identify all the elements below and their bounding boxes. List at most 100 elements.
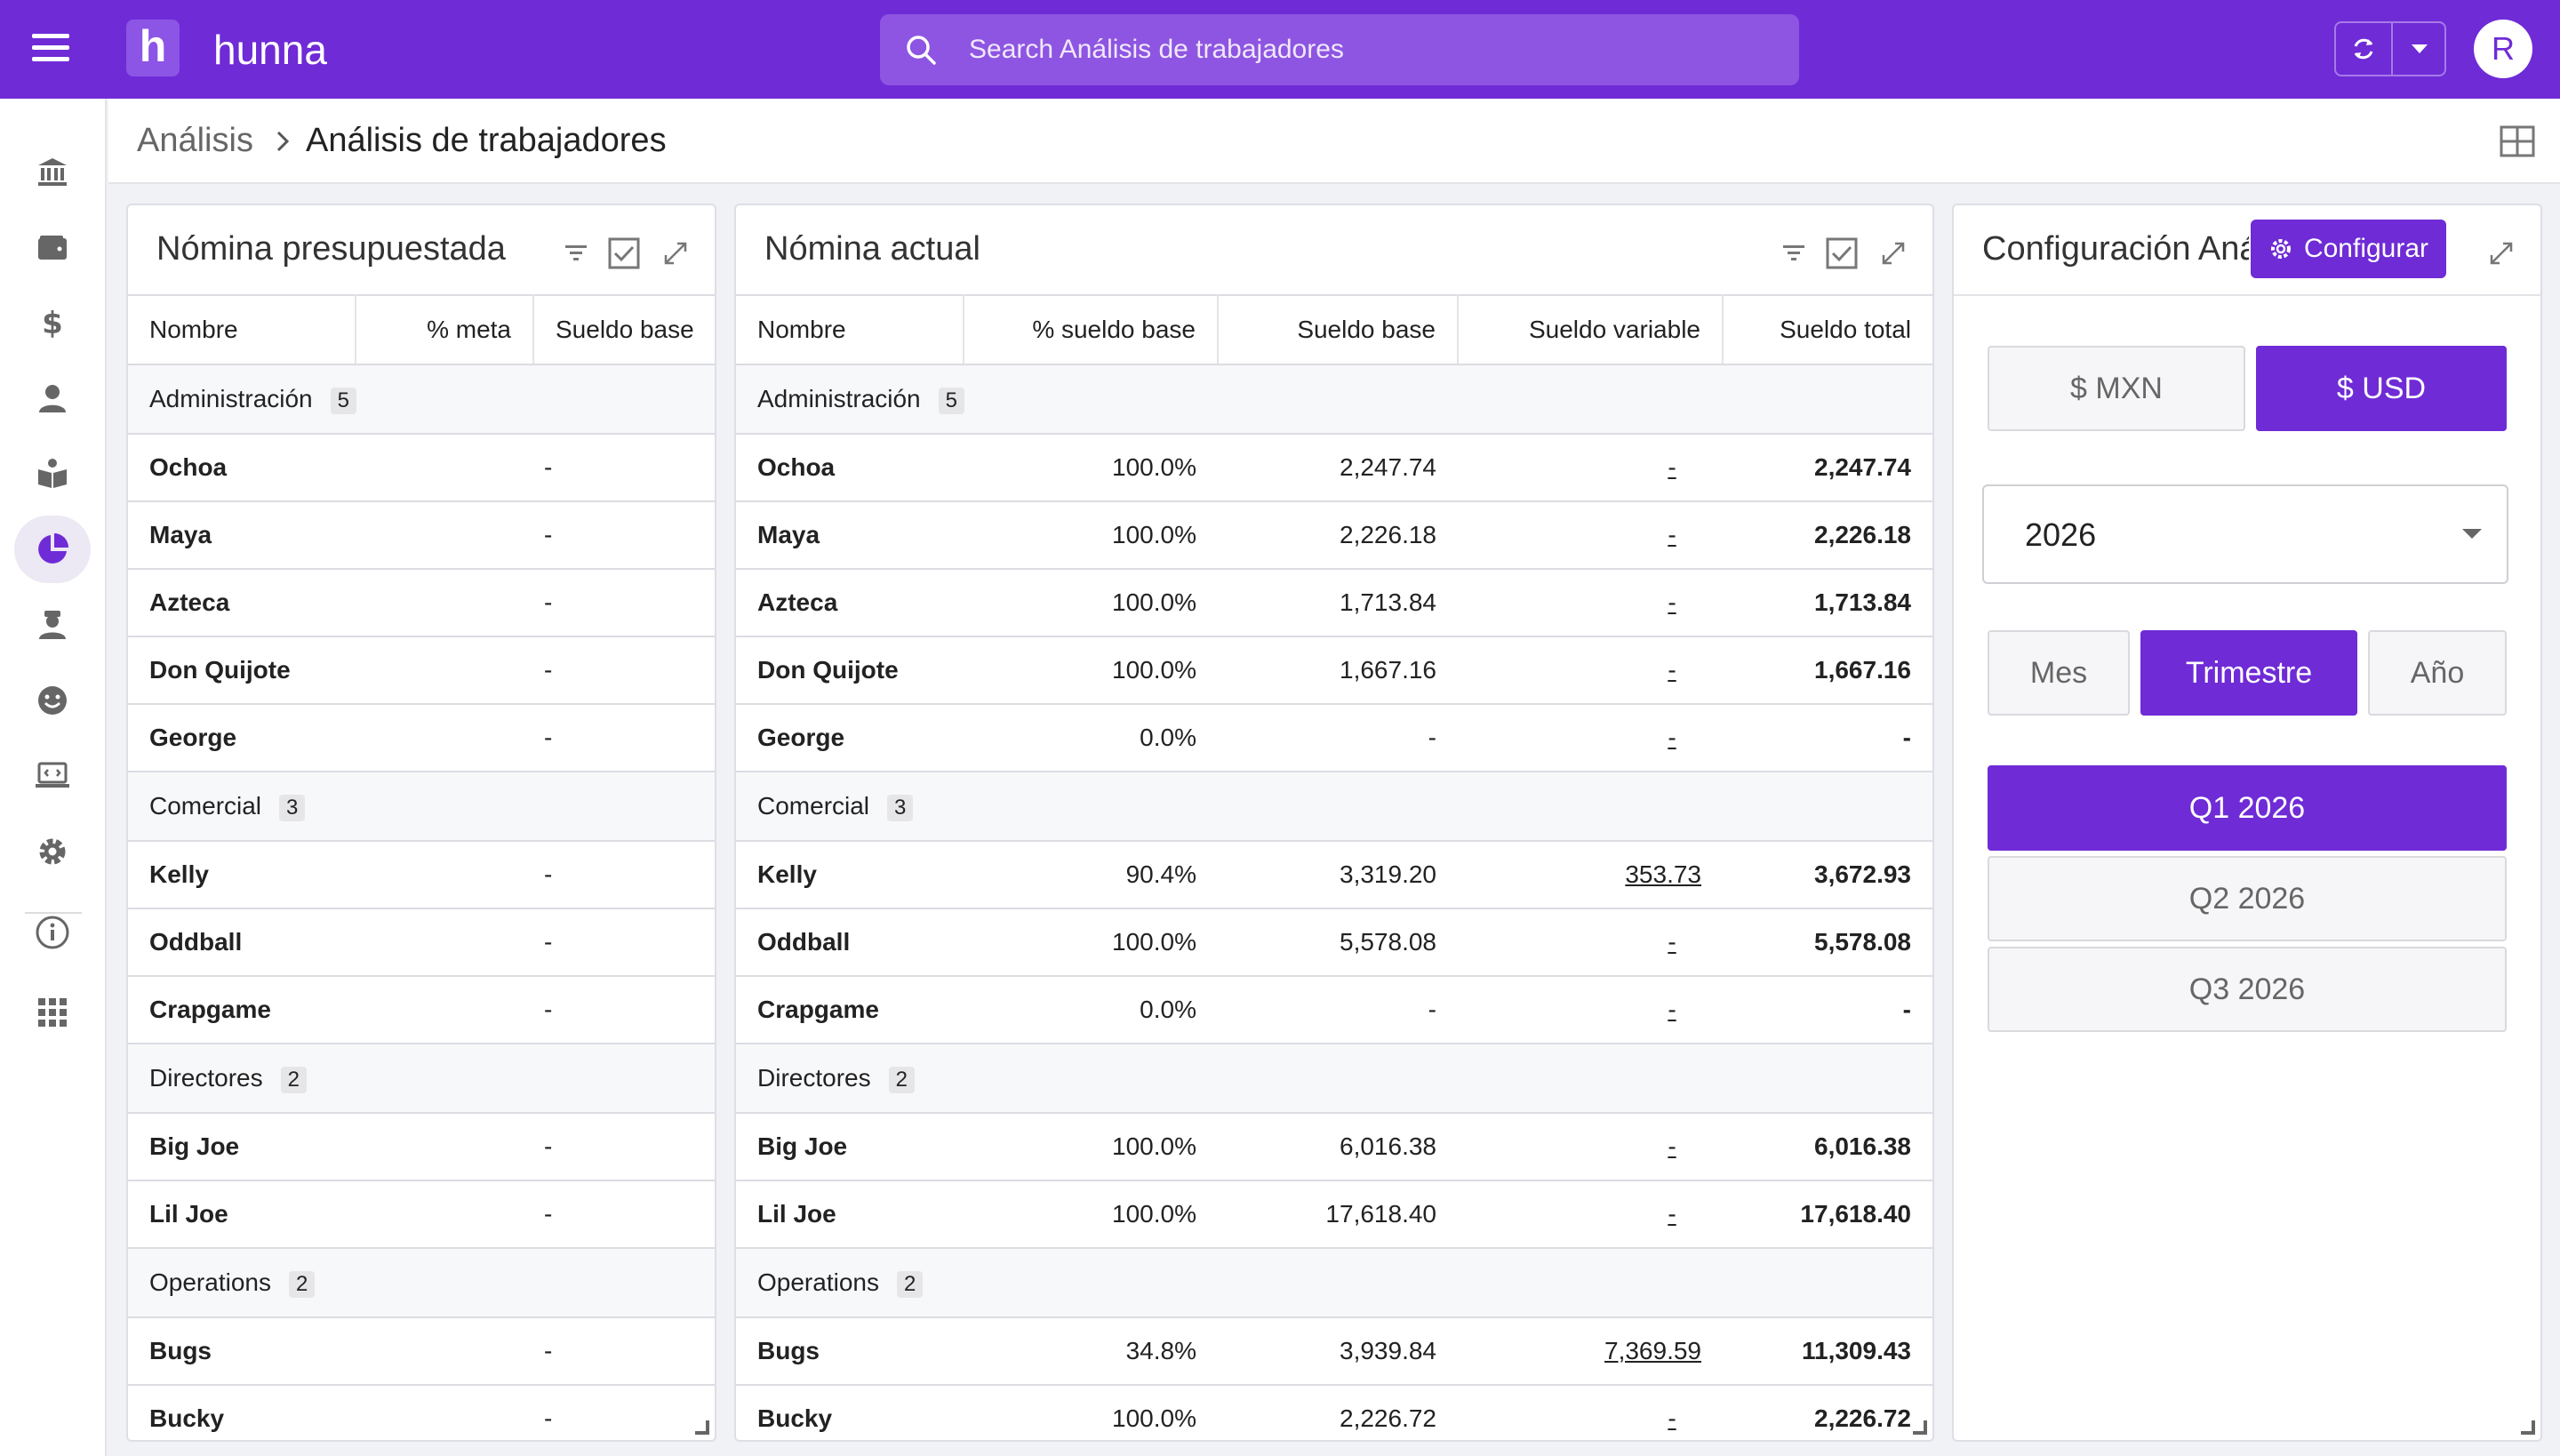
table-row[interactable]: George 0.0% - - - xyxy=(736,704,1932,772)
brand-logo[interactable]: h xyxy=(126,20,180,76)
configure-button[interactable]: Configurar xyxy=(2251,220,2446,278)
sidebar-item-analytics[interactable] xyxy=(14,516,91,583)
table-row[interactable]: Crapgame - xyxy=(128,976,715,1044)
expand-button[interactable] xyxy=(2484,236,2519,271)
group-row[interactable]: Directores 2 xyxy=(128,1044,715,1114)
group-cell: Administración 5 xyxy=(736,364,1932,435)
variable-salary-link[interactable]: - xyxy=(1668,928,1676,956)
resize-handle[interactable] xyxy=(695,1420,709,1435)
quarter-q1-button[interactable]: Q1 2026 xyxy=(1988,765,2507,851)
period-month-button[interactable]: Mes xyxy=(1988,630,2130,716)
column-header-total-salary[interactable]: Sueldo total xyxy=(1723,294,1932,365)
column-header-base-pct[interactable]: % sueldo base xyxy=(964,294,1219,365)
year-select[interactable]: 2026 xyxy=(1982,484,2508,584)
column-header-goal[interactable]: % meta xyxy=(356,294,534,365)
variable-salary-link[interactable]: - xyxy=(1668,1404,1676,1432)
table-row[interactable]: Big Joe - xyxy=(128,1113,715,1181)
expand-button[interactable] xyxy=(658,236,693,271)
layout-grid-icon[interactable] xyxy=(2500,125,2535,157)
brand-name[interactable]: hunna xyxy=(213,27,327,73)
quarter-q3-button[interactable]: Q3 2026 xyxy=(1988,947,2507,1032)
column-header-base-salary[interactable]: Sueldo base xyxy=(1218,294,1459,365)
table-row[interactable]: Ochoa 100.0% 2,247.74-2,247.74 xyxy=(736,434,1932,502)
table-row[interactable]: Don Quijote 100.0% 1,667.16-1,667.16 xyxy=(736,636,1932,705)
sidebar-item-wellbeing[interactable] xyxy=(14,667,91,734)
sidebar-item-bank[interactable] xyxy=(14,139,91,206)
column-header-variable-salary[interactable]: Sueldo variable xyxy=(1458,294,1724,365)
column-header-name[interactable]: Nombre xyxy=(128,294,356,365)
table-row[interactable]: Azteca - xyxy=(128,569,715,637)
sidebar-item-info[interactable] xyxy=(14,899,91,966)
group-row[interactable]: Directores 2 xyxy=(736,1044,1932,1114)
table-row[interactable]: Oddball - xyxy=(128,908,715,977)
table-row[interactable]: Ochoa - xyxy=(128,434,715,502)
group-count-badge: 2 xyxy=(288,1270,316,1298)
table-row[interactable]: Bucky - xyxy=(128,1385,715,1440)
table-row[interactable]: Bugs - xyxy=(128,1317,715,1386)
table-row[interactable]: Maya - xyxy=(128,501,715,570)
table-row[interactable]: George - xyxy=(128,704,715,772)
sidebar-item-learning[interactable] xyxy=(14,440,91,508)
table-row[interactable]: Bucky 100.0% 2,226.72-2,226.72 xyxy=(736,1385,1932,1440)
period-year-button[interactable]: Año xyxy=(2368,630,2507,716)
group-row[interactable]: Operations 2 xyxy=(736,1248,1932,1318)
breadcrumb-parent[interactable]: Análisis xyxy=(137,122,253,159)
table-row[interactable]: Big Joe 100.0% 6,016.38-6,016.38 xyxy=(736,1113,1932,1181)
variable-salary-link[interactable]: - xyxy=(1668,1132,1676,1160)
user-avatar[interactable]: R xyxy=(2474,20,2532,78)
variable-salary-link[interactable]: - xyxy=(1668,996,1676,1023)
sidebar-item-devices[interactable] xyxy=(14,742,91,810)
resize-handle[interactable] xyxy=(2521,1420,2535,1435)
group-row[interactable]: Administración 5 xyxy=(736,364,1932,435)
column-header-name[interactable]: Nombre xyxy=(736,294,964,365)
table-row[interactable]: Crapgame 0.0% - - - xyxy=(736,976,1932,1044)
group-row[interactable]: Comercial 3 xyxy=(128,772,715,842)
column-header-base-salary[interactable]: Sueldo base xyxy=(533,294,715,365)
group-row[interactable]: Comercial 3 xyxy=(736,772,1932,842)
table-row[interactable]: Kelly 90.4% 3,319.20 353.73 3,672.93 xyxy=(736,841,1932,909)
table-row[interactable]: Lil Joe - xyxy=(128,1180,715,1249)
variable-salary-link[interactable]: 7,369.59 xyxy=(1604,1337,1701,1364)
search-box[interactable] xyxy=(880,14,1799,85)
select-all-button[interactable] xyxy=(1824,236,1860,271)
variable-salary-link[interactable]: - xyxy=(1668,453,1676,481)
sidebar-item-payments[interactable]: $ xyxy=(14,289,91,356)
menu-icon[interactable] xyxy=(32,34,69,64)
table-row[interactable]: Oddball 100.0% 5,578.08-5,578.08 xyxy=(736,908,1932,977)
variable-salary-link[interactable]: - xyxy=(1668,724,1676,751)
sidebar-item-apps[interactable] xyxy=(14,979,91,1046)
search-input[interactable] xyxy=(969,14,1769,85)
table-row[interactable]: Kelly - xyxy=(128,841,715,909)
variable-salary-link[interactable]: - xyxy=(1668,656,1676,684)
sidebar-item-people[interactable] xyxy=(14,364,91,432)
table-row[interactable]: Lil Joe 100.0% 17,618.40-17,618.40 xyxy=(736,1180,1932,1249)
variable-salary-link[interactable]: - xyxy=(1668,1200,1676,1228)
filter-button[interactable] xyxy=(558,236,594,271)
select-all-button[interactable] xyxy=(606,236,642,271)
filter-button[interactable] xyxy=(1776,236,1812,271)
table-row[interactable]: Maya 100.0% 2,226.18-2,226.18 xyxy=(736,501,1932,570)
variable-salary-link[interactable]: - xyxy=(1668,588,1676,616)
currency-usd-button[interactable]: $ USD xyxy=(2256,346,2507,431)
sync-button[interactable] xyxy=(2336,23,2391,75)
cell-goal xyxy=(356,569,533,637)
sidebar-item-workers[interactable] xyxy=(14,591,91,659)
table-row[interactable]: Don Quijote - xyxy=(128,636,715,705)
table-row[interactable]: Azteca 100.0% 1,713.84-1,713.84 xyxy=(736,569,1932,637)
expand-button[interactable] xyxy=(1876,236,1911,271)
sidebar-item-settings[interactable] xyxy=(14,818,91,885)
group-row[interactable]: Operations 2 xyxy=(128,1248,715,1318)
cell-goal xyxy=(356,501,533,570)
year-select-value: 2026 xyxy=(2025,516,2097,553)
variable-salary-link[interactable]: - xyxy=(1668,521,1676,548)
variable-salary-link[interactable]: 353.73 xyxy=(1625,860,1701,888)
resize-handle[interactable] xyxy=(1913,1420,1927,1435)
sync-dropdown-button[interactable] xyxy=(2393,23,2446,75)
currency-mxn-button[interactable]: $ MXN xyxy=(1988,346,2245,431)
table-row[interactable]: Bugs 34.8% 3,939.84 7,369.59 11,309.43 xyxy=(736,1317,1932,1386)
sidebar-item-wallet[interactable] xyxy=(14,214,91,282)
group-row[interactable]: Administración 5 xyxy=(128,364,715,435)
quarter-q2-button[interactable]: Q2 2026 xyxy=(1988,856,2507,941)
period-quarter-button[interactable]: Trimestre xyxy=(2140,630,2357,716)
group-count-badge: 2 xyxy=(896,1270,924,1298)
